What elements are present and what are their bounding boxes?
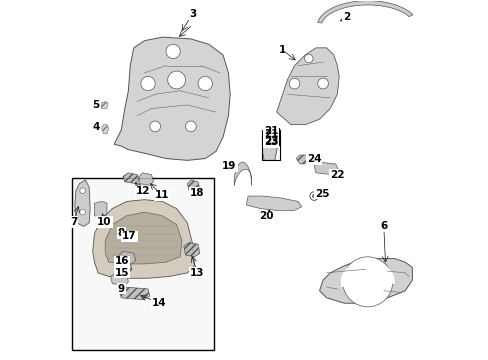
Polygon shape xyxy=(319,258,411,303)
Polygon shape xyxy=(94,202,107,217)
Polygon shape xyxy=(102,125,108,134)
Polygon shape xyxy=(276,48,339,125)
Polygon shape xyxy=(313,162,339,175)
Circle shape xyxy=(167,71,185,89)
Polygon shape xyxy=(123,173,139,184)
Text: 16: 16 xyxy=(115,256,129,266)
Circle shape xyxy=(149,121,160,132)
Polygon shape xyxy=(139,173,153,185)
Text: 4: 4 xyxy=(92,122,100,132)
Polygon shape xyxy=(183,243,200,257)
Text: 19: 19 xyxy=(222,161,236,171)
Circle shape xyxy=(185,121,196,132)
Polygon shape xyxy=(246,196,301,210)
Polygon shape xyxy=(317,1,412,23)
Text: 15: 15 xyxy=(115,267,129,278)
Polygon shape xyxy=(110,273,128,285)
Text: 3: 3 xyxy=(189,9,196,19)
Polygon shape xyxy=(119,287,149,300)
Bar xyxy=(72,178,214,350)
Text: 21: 21 xyxy=(264,126,278,136)
Circle shape xyxy=(198,76,212,91)
Text: 17: 17 xyxy=(122,231,137,242)
Text: 22: 22 xyxy=(329,170,344,180)
Text: 8: 8 xyxy=(118,228,124,238)
Text: 12: 12 xyxy=(135,186,150,197)
Circle shape xyxy=(317,78,328,89)
Polygon shape xyxy=(75,180,90,226)
Polygon shape xyxy=(114,262,132,273)
Circle shape xyxy=(309,192,318,201)
Text: 23: 23 xyxy=(264,137,278,147)
Polygon shape xyxy=(119,251,135,264)
Text: 14: 14 xyxy=(151,297,166,307)
Polygon shape xyxy=(234,162,251,185)
Polygon shape xyxy=(187,180,200,193)
Text: 7: 7 xyxy=(70,217,77,227)
Text: 6: 6 xyxy=(379,221,386,231)
Text: 21: 21 xyxy=(264,129,278,139)
Circle shape xyxy=(165,44,180,59)
Circle shape xyxy=(288,78,299,89)
Polygon shape xyxy=(105,212,182,264)
Circle shape xyxy=(342,257,392,307)
Bar xyxy=(261,130,279,160)
Circle shape xyxy=(304,54,312,63)
Polygon shape xyxy=(262,130,278,160)
Circle shape xyxy=(312,194,315,198)
Polygon shape xyxy=(114,37,230,160)
Text: 20: 20 xyxy=(258,211,273,221)
Text: 9: 9 xyxy=(118,284,124,294)
Polygon shape xyxy=(101,102,108,109)
Text: 13: 13 xyxy=(190,267,204,278)
Bar xyxy=(264,128,278,145)
Text: 11: 11 xyxy=(154,190,168,201)
Polygon shape xyxy=(93,200,194,278)
Text: 10: 10 xyxy=(97,217,111,227)
Circle shape xyxy=(80,188,85,194)
Text: 5: 5 xyxy=(92,100,100,110)
Text: 18: 18 xyxy=(190,188,204,198)
Polygon shape xyxy=(296,155,313,164)
Text: 24: 24 xyxy=(306,154,321,164)
Text: 25: 25 xyxy=(314,189,329,199)
Text: 1: 1 xyxy=(278,45,285,55)
Circle shape xyxy=(141,76,155,91)
Text: 2: 2 xyxy=(342,13,349,22)
Text: 23: 23 xyxy=(264,136,278,146)
Circle shape xyxy=(80,209,85,215)
